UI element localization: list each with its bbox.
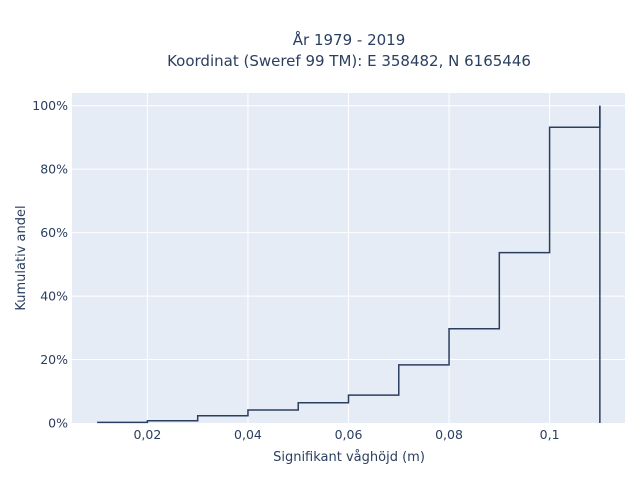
series bbox=[97, 105, 601, 424]
y-tick-label: 40% bbox=[40, 289, 68, 304]
y-tick-label: 20% bbox=[40, 352, 68, 367]
grid bbox=[72, 93, 625, 423]
y-tick-label: 80% bbox=[40, 162, 68, 177]
y-axis-title: Kumulativ andel bbox=[14, 205, 29, 310]
chart-title-line-1: År 1979 - 2019 bbox=[293, 30, 406, 49]
x-axis-title: Signifikant våghöjd (m) bbox=[273, 450, 425, 465]
x-tick-label: 0,1 bbox=[540, 427, 560, 442]
x-tick-label: 0,04 bbox=[234, 427, 262, 442]
y-ticks: 0% 20% 40% 60% 80% 100% bbox=[32, 98, 68, 430]
y-tick-label: 0% bbox=[48, 416, 68, 431]
x-tick-label: 0,08 bbox=[435, 427, 463, 442]
x-tick-label: 0,02 bbox=[133, 427, 161, 442]
chart-title-line-2: Koordinat (Sweref 99 TM): E 358482, N 61… bbox=[167, 52, 531, 70]
x-ticks: 0,02 0,04 0,06 0,08 0,1 bbox=[133, 427, 559, 442]
x-tick-label: 0,06 bbox=[335, 427, 363, 442]
y-tick-label: 60% bbox=[40, 225, 68, 240]
y-tick-label: 100% bbox=[32, 98, 68, 113]
